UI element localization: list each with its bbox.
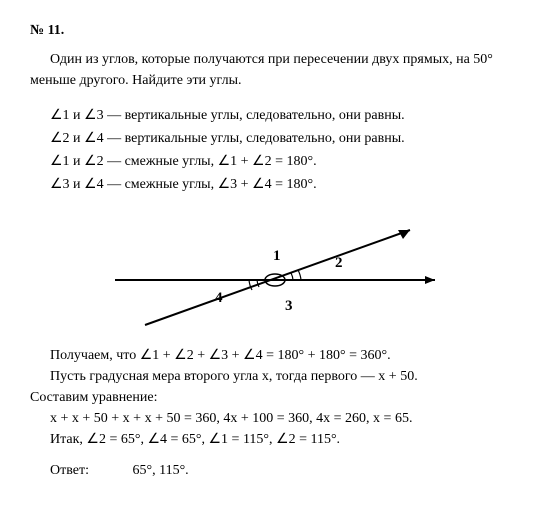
answer-values: 65°, 115°. (132, 463, 188, 478)
statement-4: ∠3 и ∠4 — смежные углы, ∠3 + ∠4 = 180°. (30, 174, 520, 195)
solution-line-1: Получаем, что ∠1 + ∠2 + ∠3 + ∠4 = 180° +… (30, 345, 520, 366)
angle-label-3: 3 (285, 298, 293, 314)
statement-2: ∠2 и ∠4 — вертикальные углы, следователь… (30, 128, 520, 149)
angle-label-4: 4 (215, 290, 223, 306)
solution-line-2: Пусть градусная мера второго угла x, тог… (30, 366, 520, 387)
solution-line-5: Итак, ∠2 = 65°, ∠4 = 65°, ∠1 = 115°, ∠2 … (30, 429, 520, 450)
answer-label: Ответ: (50, 463, 89, 478)
solution-line-3: Составим уравнение: (30, 387, 520, 408)
angle-diagram: 1 2 3 4 (105, 210, 445, 340)
angle-label-2: 2 (335, 255, 343, 271)
solution-line-4: x + x + 50 + x + x + 50 = 360, 4x + 100 … (30, 408, 520, 429)
angle-label-1: 1 (273, 248, 281, 264)
answer: Ответ: 65°, 115°. (30, 460, 520, 481)
problem-statement: Один из углов, которые получаются при пе… (30, 49, 520, 91)
statement-3: ∠1 и ∠2 — смежные углы, ∠1 + ∠2 = 180°. (30, 151, 520, 172)
problem-number: № 11. (30, 20, 520, 41)
statement-1: ∠1 и ∠3 — вертикальные углы, следователь… (30, 105, 520, 126)
